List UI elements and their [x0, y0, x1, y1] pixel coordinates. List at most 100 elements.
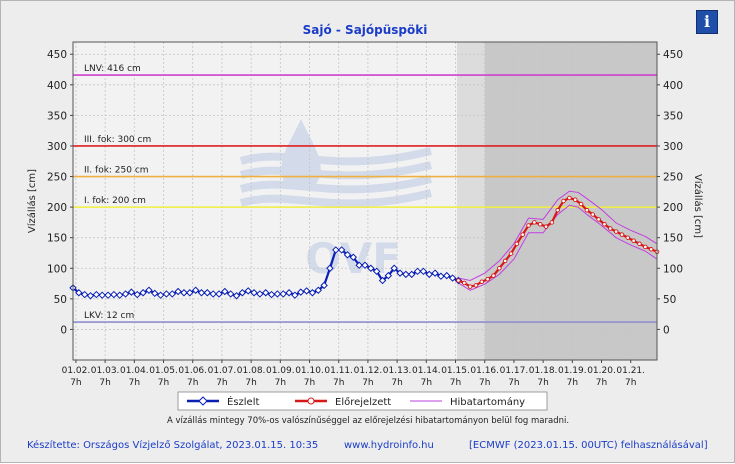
x-tick-date-label: 01.02. [62, 366, 91, 376]
x-tick-date-label: 01.10. [295, 366, 324, 376]
observed-point [139, 289, 147, 297]
observed-point [396, 269, 404, 277]
footer-author: Készítette: Országos Vízjelző Szolgálat,… [27, 440, 319, 451]
x-tick-hour-label: 7h [216, 378, 227, 388]
x-tick-hour-label: 7h [362, 378, 373, 388]
observed-point [355, 261, 363, 269]
y-tick-label-right: 100 [663, 263, 683, 275]
y-tick-label-left: 200 [47, 202, 67, 214]
x-tick-hour-label: 7h [421, 378, 432, 388]
legend: Észlelt Előrejelzett Hibatartomány [177, 391, 548, 411]
chart-title: Sajó - Sajópüspöki [303, 23, 428, 37]
x-tick-date-label: 01.11. [324, 366, 353, 376]
observed-point [437, 272, 445, 280]
forecast-point [491, 273, 496, 278]
observed-point [349, 253, 358, 261]
footer-website-link[interactable]: www.hydroinfo.hu [344, 440, 434, 451]
x-tick-hour-label: 7h [304, 378, 315, 388]
forecast-point [619, 232, 625, 237]
forecast-point [578, 201, 584, 207]
x-tick-hour-label: 7h [70, 378, 81, 388]
observed-point [180, 289, 188, 297]
observed-point [448, 274, 457, 282]
info-icon[interactable]: i [696, 10, 718, 34]
x-tick-hour-label: 7h [245, 378, 256, 388]
x-tick-hour-label: 7h [275, 378, 286, 388]
forecast-point [526, 223, 531, 228]
y-tick-label-left: 300 [47, 141, 67, 153]
observed-point [221, 287, 229, 296]
forecast-point [643, 244, 648, 250]
forecast-point [572, 197, 578, 203]
observed-point [308, 289, 317, 297]
reference-line-label: LNV: 416 cm [84, 64, 141, 74]
observed-point [203, 289, 212, 297]
x-tick-date-label: 01.07. [208, 366, 237, 376]
legend-label: Előrejelzett [335, 396, 391, 408]
observed-point [232, 292, 241, 300]
x-tick-date-label: 01.19. [558, 366, 587, 376]
observed-point [133, 290, 141, 299]
x-tick-hour-label: 7h [99, 378, 110, 388]
observed-point [191, 286, 200, 294]
observed-point [291, 291, 299, 299]
forecast-point [596, 217, 601, 222]
observed-point [145, 286, 153, 294]
observed-point [297, 288, 305, 296]
logo-wave [239, 175, 432, 194]
forecast-point [590, 212, 596, 217]
error-band-upper [458, 190, 658, 282]
observed-point [244, 287, 252, 295]
footer-model: [ECMWF (2023.01.15. 00UTC) felhasználásá… [469, 440, 708, 451]
observed-point [256, 290, 264, 298]
y-tick-label-left: 150 [47, 233, 67, 245]
x-tick-hour-label: 7h [508, 378, 519, 388]
observed-point [151, 289, 159, 298]
observed-point [390, 264, 398, 272]
error-band-lower [458, 204, 658, 291]
x-tick-hour-label: 7h [158, 378, 169, 388]
x-tick-date-label: 01.09. [266, 366, 295, 376]
x-tick-date-label: 01.12. [354, 366, 383, 376]
observed-point [174, 287, 182, 296]
forecast-point [561, 198, 566, 204]
observed-point [332, 246, 340, 254]
observed-point [262, 289, 270, 297]
forecast-point [613, 229, 619, 234]
observed-point [431, 269, 439, 277]
x-tick-hour-label: 7h [391, 378, 402, 388]
observed-point [226, 290, 235, 298]
forecast-point [637, 241, 642, 247]
forecast-point [631, 238, 636, 243]
observed-point [384, 271, 393, 280]
observed-point [337, 246, 346, 254]
forecast-point [608, 226, 613, 231]
observed-point [80, 290, 89, 299]
observed-point [156, 291, 165, 299]
forecast-point [625, 235, 631, 240]
y-tick-label-left: 450 [47, 49, 67, 61]
observed-point [86, 292, 95, 300]
x-tick-date-label: 01.16. [470, 366, 499, 376]
observed-point [238, 289, 247, 297]
forecast-point [549, 220, 555, 225]
plot-border [72, 41, 658, 361]
observed-point [425, 270, 433, 279]
forecast-point [602, 221, 607, 227]
forecast-point [514, 241, 520, 247]
x-tick-date-label: 01.03. [91, 366, 120, 376]
x-tick-date-label: 01.18. [529, 366, 558, 376]
forecast-point [502, 258, 508, 264]
forecast-point [508, 251, 514, 256]
y-tick-label-right: 450 [663, 49, 683, 61]
y-tick-label-right: 200 [663, 202, 683, 214]
x-tick-hour-label: 7h [625, 378, 636, 388]
forecast-point [462, 280, 467, 286]
observed-point [110, 290, 118, 299]
y-tick-label-right: 150 [663, 233, 683, 245]
forecast-point [479, 279, 485, 284]
observed-point [162, 290, 171, 298]
forecast-point [648, 247, 654, 252]
observed-point [168, 290, 176, 298]
